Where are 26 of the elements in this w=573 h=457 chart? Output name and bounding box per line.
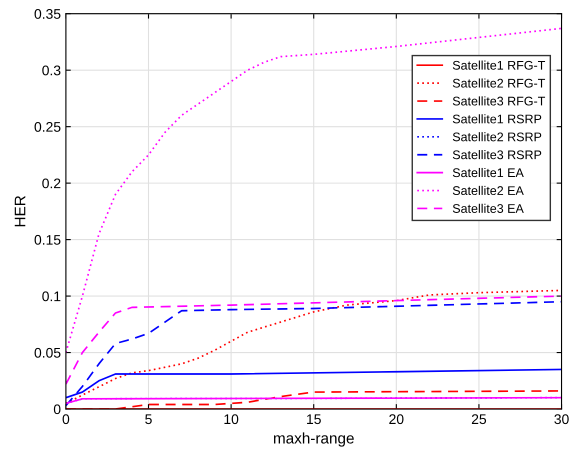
legend-label: Satellite3 EA <box>452 204 524 213</box>
y-tick-label: 0.2 <box>42 178 60 188</box>
y-tick-label: 0.1 <box>42 291 60 302</box>
y-tick-label: 0.3 <box>42 66 60 76</box>
x-tick-label: 20 <box>389 414 404 424</box>
x-tick-label: 10 <box>224 414 238 424</box>
legend-label: Satellite2 EA <box>452 186 524 196</box>
x-tick-label: 5 <box>145 414 152 424</box>
y-tick-label: 0.35 <box>34 9 60 19</box>
x-tick-label: 15 <box>307 414 321 424</box>
y-tick-label: 0 <box>54 404 60 414</box>
y-axis-title: HER <box>14 196 26 226</box>
legend-label: Satellite1 RSRP <box>452 114 542 124</box>
legend-label: Satellite2 RFG-T <box>452 78 546 88</box>
x-axis-title: maxh-range <box>274 432 354 447</box>
y-tick-label: 0.05 <box>34 348 60 358</box>
x-tick-label: 30 <box>554 414 569 424</box>
legend-label: Satellite1 RFG-T <box>452 60 546 70</box>
y-tick-label: 0.25 <box>34 122 60 132</box>
x-tick-label: 0 <box>62 414 70 424</box>
legend-label: Satellite1 EA <box>452 168 524 178</box>
legend-label: Satellite3 RFG-T <box>452 96 546 106</box>
legend-label: Satellite3 RSRP <box>452 150 542 160</box>
legend-label: Satellite2 RSRP <box>452 132 542 142</box>
x-tick-label: 25 <box>472 414 486 424</box>
y-tick-label: 0.15 <box>34 234 60 245</box>
